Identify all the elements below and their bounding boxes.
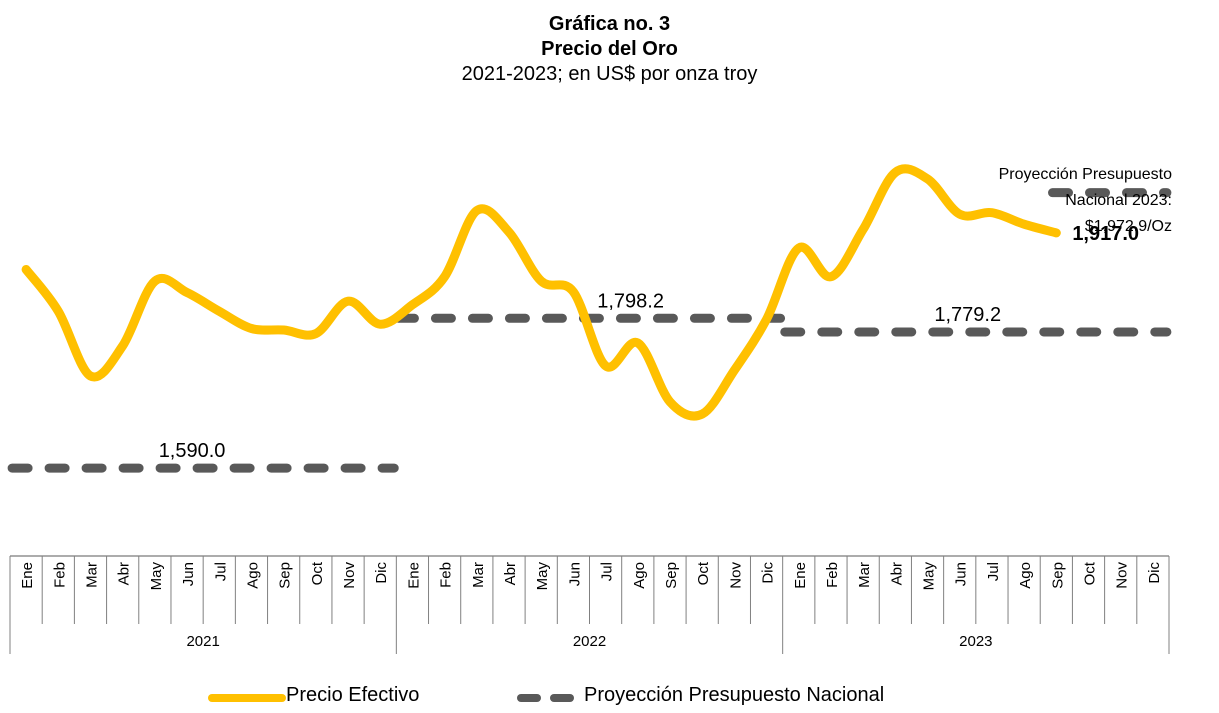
- label-proj-2021: 1,590.0: [159, 440, 226, 462]
- x-tick-label-ene-2021: Ene: [19, 562, 36, 589]
- chart-title: Gráfica no. 3: [548, 13, 671, 35]
- legend-label-precio: Precio Efectivo: [286, 684, 420, 706]
- x-tick-label-sep-2021: Sep: [277, 562, 294, 589]
- x-tick-label-ago-2022: Ago: [631, 562, 648, 589]
- x-tick-label-feb-2022: Feb: [438, 562, 455, 588]
- x-tick-label-mar-2023: Mar: [856, 562, 873, 588]
- x-tick-label-jul-2022: Jul: [599, 562, 616, 581]
- x-tick-label-may-2023: May: [921, 562, 938, 591]
- x-tick-label-abr-2022: Abr: [502, 562, 519, 585]
- x-tick-label-jun-2021: Jun: [180, 562, 197, 586]
- x-tick-label-may-2022: May: [534, 562, 551, 591]
- x-year-label-2023: 2023: [959, 633, 992, 650]
- x-tick-label-dic-2022: Dic: [760, 562, 777, 584]
- chart-subtitle: 2021-2023; en US$ por onza troy: [461, 63, 758, 85]
- annotation-line-2: Nacional 2023:: [1065, 192, 1172, 209]
- chart-legend: Precio Efectivo Proyección Presupuesto N…: [0, 682, 1219, 712]
- x-tick-label-jun-2023: Jun: [953, 562, 970, 586]
- legend-label-proyeccion: Proyección Presupuesto Nacional: [584, 684, 885, 706]
- legend-swatch-proyeccion-2: [550, 694, 574, 702]
- x-tick-label-mar-2021: Mar: [83, 562, 100, 588]
- chart-titles: Gráfica no. 3 Precio del Oro 2021-2023; …: [0, 12, 1219, 87]
- x-tick-label-sep-2022: Sep: [663, 562, 680, 589]
- x-tick-label-ene-2023: Ene: [792, 562, 809, 589]
- x-tick-label-feb-2023: Feb: [824, 562, 841, 588]
- label-proj-2023: 1,779.2: [934, 304, 1001, 326]
- x-year-label-2022: 2022: [573, 633, 606, 650]
- x-tick-label-ago-2023: Ago: [1017, 562, 1034, 589]
- x-tick-label-sep-2023: Sep: [1049, 562, 1066, 589]
- x-tick-label-abr-2021: Abr: [116, 562, 133, 585]
- legend-swatch-precio: [208, 694, 286, 702]
- x-tick-label-oct-2022: Oct: [695, 561, 712, 585]
- chart-title-2: Precio del Oro: [541, 38, 678, 60]
- x-tick-label-jul-2023: Jul: [985, 562, 1002, 581]
- x-tick-label-dic-2021: Dic: [373, 562, 390, 584]
- x-tick-label-jul-2021: Jul: [212, 562, 229, 581]
- x-tick-label-nov-2021: Nov: [341, 562, 358, 589]
- x-tick-label-nov-2022: Nov: [727, 562, 744, 589]
- annotation-line-1: Proyección Presupuesto: [999, 166, 1173, 183]
- gold-price-chart: 1,590.0 1,798.2 1,779.2 1,917.0 Proyección P…: [7, 164, 1173, 654]
- x-tick-label-ene-2022: Ene: [405, 562, 422, 589]
- x-tick-label-jun-2022: Jun: [566, 562, 583, 586]
- label-last-price: 1,917.0: [1072, 223, 1139, 245]
- x-tick-label-oct-2023: Oct: [1082, 561, 1099, 585]
- x-tick-label-feb-2021: Feb: [51, 562, 68, 588]
- x-tick-label-oct-2021: Oct: [309, 561, 326, 585]
- label-proj-2022: 1,798.2: [597, 290, 664, 312]
- x-tick-label-mar-2022: Mar: [470, 562, 487, 588]
- x-tick-label-ago-2021: Ago: [244, 562, 261, 589]
- x-tick-label-dic-2023: Dic: [1146, 562, 1163, 584]
- legend-swatch-proyeccion: [517, 694, 541, 702]
- x-tick-label-may-2021: May: [148, 562, 165, 591]
- price-line: [21, 164, 1061, 421]
- x-tick-label-nov-2023: Nov: [1114, 562, 1131, 589]
- annotation-line-3: $1,972.9/Oz: [1085, 218, 1172, 235]
- x-year-label-2021: 2021: [186, 633, 219, 650]
- x-tick-label-abr-2023: Abr: [888, 562, 905, 585]
